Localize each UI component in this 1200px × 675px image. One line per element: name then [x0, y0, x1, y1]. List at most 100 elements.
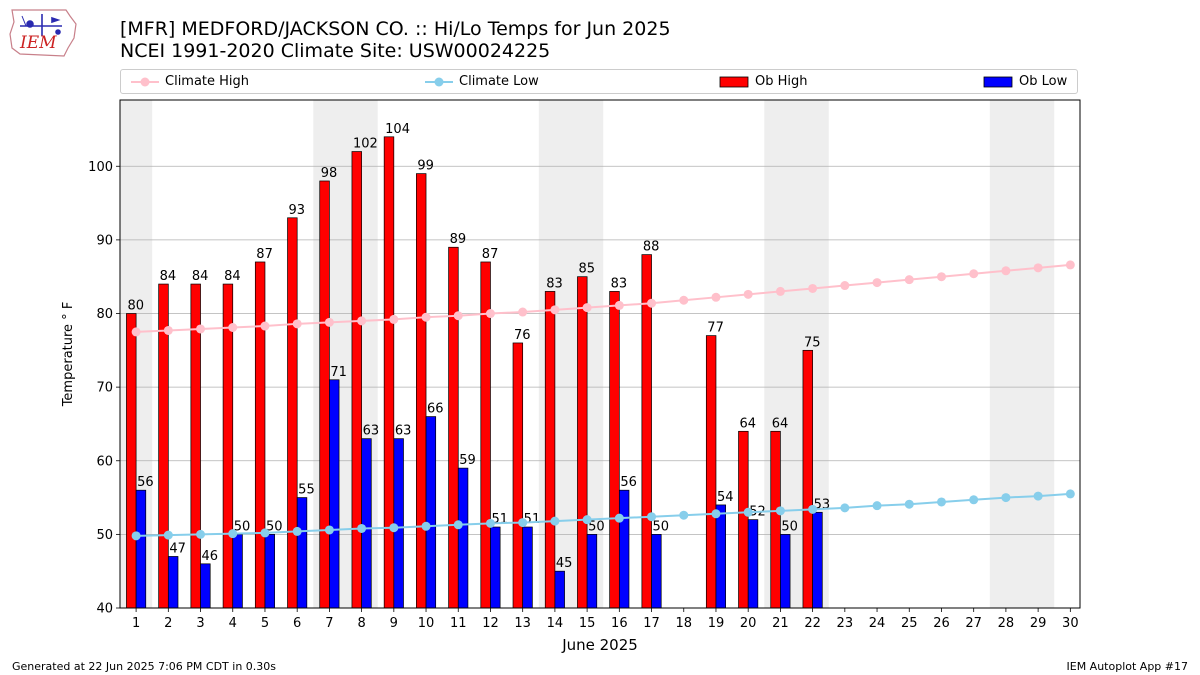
climate-high-point [775, 286, 785, 296]
x-tick-label: 22 [804, 616, 821, 631]
ob-low-data-label: 50 [781, 519, 798, 534]
climate-high-swatch [131, 77, 159, 86]
y-tick-label: 100 [88, 160, 113, 175]
ob-high-bar [222, 283, 234, 609]
ob-low-data-label: 47 [169, 541, 186, 556]
y-tick-label: 80 [96, 307, 113, 322]
x-tick-label: 11 [450, 616, 467, 631]
climate-high-point [582, 303, 592, 313]
climate-high-point [1033, 263, 1043, 273]
x-tick-label: 7 [325, 616, 333, 631]
ob-low-bar [361, 438, 372, 609]
chart-subtitle: NCEI 1991-2020 Climate Site: USW00024225 [120, 40, 551, 62]
climate-low-point [808, 504, 818, 514]
climate-high-point [840, 281, 850, 291]
x-tick-label: 6 [293, 616, 301, 631]
footer-app: IEM Autoplot App #17 [1066, 660, 1189, 673]
climate-low-point [969, 495, 979, 505]
weather-station-icon [20, 14, 62, 36]
ob-low-bar [586, 534, 598, 609]
climate-low-point [292, 526, 302, 536]
ob-high-data-label: 77 [707, 321, 724, 336]
climate-high-point [196, 324, 206, 334]
climate-low-point [711, 509, 721, 519]
climate-low-point [518, 518, 528, 528]
ob-low-bar [425, 416, 437, 609]
climate-low-point [131, 531, 141, 541]
ob-high-data-label: 75 [804, 335, 821, 350]
ob-low-bar [522, 526, 533, 609]
climate-low-swatch [425, 77, 453, 86]
climate-low-point [775, 506, 785, 516]
ob-low-data-label: 56 [620, 475, 637, 490]
climate-low-point [936, 497, 946, 507]
climate-low-point [196, 529, 206, 539]
ob-high-data-label: 98 [321, 166, 338, 181]
ob-low-data-label: 46 [202, 549, 219, 564]
ob-high-data-label: 87 [256, 247, 273, 262]
ob-high-bar [738, 430, 749, 609]
weekend-shade [989, 100, 1023, 608]
climate-high-point [260, 321, 270, 331]
climate-high-point [1001, 266, 1011, 276]
ob-high-data-label: 76 [514, 328, 531, 343]
ob-high-bar [802, 349, 813, 609]
x-tick-label: 30 [1062, 616, 1079, 631]
x-tick-label: 17 [643, 616, 660, 631]
ob-high-bar [351, 151, 362, 609]
ob-low-data-label: 50 [588, 519, 605, 534]
climate-low-point [421, 521, 431, 531]
climate-low-point [904, 499, 914, 509]
x-tick-label: 1 [132, 616, 140, 631]
climate-high-point [228, 322, 238, 332]
ob-high-data-label: 64 [740, 416, 757, 431]
weekend-shade [1022, 100, 1055, 608]
ob-low-bar [490, 526, 501, 609]
x-tick-label: 15 [579, 616, 596, 631]
x-tick-label: 3 [196, 616, 204, 631]
climate-low-point [614, 513, 624, 523]
x-tick-label: 10 [418, 616, 435, 631]
x-tick-label: 5 [261, 616, 269, 631]
ob-high-bar [641, 254, 652, 609]
x-tick-label: 2 [164, 616, 172, 631]
ob-high-data-label: 104 [385, 122, 410, 137]
climate-high-point [614, 300, 624, 310]
legend-item-ob-high: Ob High [719, 70, 808, 93]
climate-high-point [389, 314, 399, 324]
x-tick-label: 21 [772, 616, 789, 631]
x-tick-label: 9 [390, 616, 398, 631]
climate-low-line [136, 492, 1071, 537]
climate-high-point [679, 295, 689, 305]
legend-item-ob-low: Ob Low [983, 70, 1067, 93]
climate-low-point [582, 515, 592, 525]
ob-low-bar [393, 438, 404, 609]
ob-low-data-label: 45 [556, 556, 573, 571]
x-tick-label: 18 [675, 616, 692, 631]
climate-high-point [324, 317, 334, 327]
ob-low-bar [651, 534, 662, 609]
ob-high-data-label: 83 [546, 276, 563, 291]
climate-low-point [647, 512, 657, 522]
climate-low-point [840, 503, 850, 513]
ob-high-bar [512, 342, 524, 609]
ob-low-data-label: 50 [266, 519, 283, 534]
climate-high-point [421, 312, 431, 322]
x-tick-label: 23 [837, 616, 854, 631]
chart-title: [MFR] MEDFORD/JACKSON CO. :: Hi/Lo Temps… [120, 18, 671, 40]
ob-low-data-label: 56 [137, 475, 154, 490]
climate-high-point [647, 298, 657, 308]
ob-high-bar [319, 180, 330, 609]
ob-low-bar [232, 534, 243, 609]
y-tick-label: 60 [96, 454, 113, 469]
ob-high-data-label: 99 [417, 159, 434, 174]
x-tick-label: 28 [998, 616, 1015, 631]
climate-high-point [453, 311, 463, 321]
climate-low-point [872, 501, 882, 511]
ob-high-bar [254, 261, 266, 609]
climate-low-point [679, 510, 689, 520]
climate-high-point [1065, 260, 1075, 270]
climate-high-point [518, 307, 528, 317]
climate-low-point [1033, 491, 1043, 501]
x-tick-label: 12 [482, 616, 499, 631]
